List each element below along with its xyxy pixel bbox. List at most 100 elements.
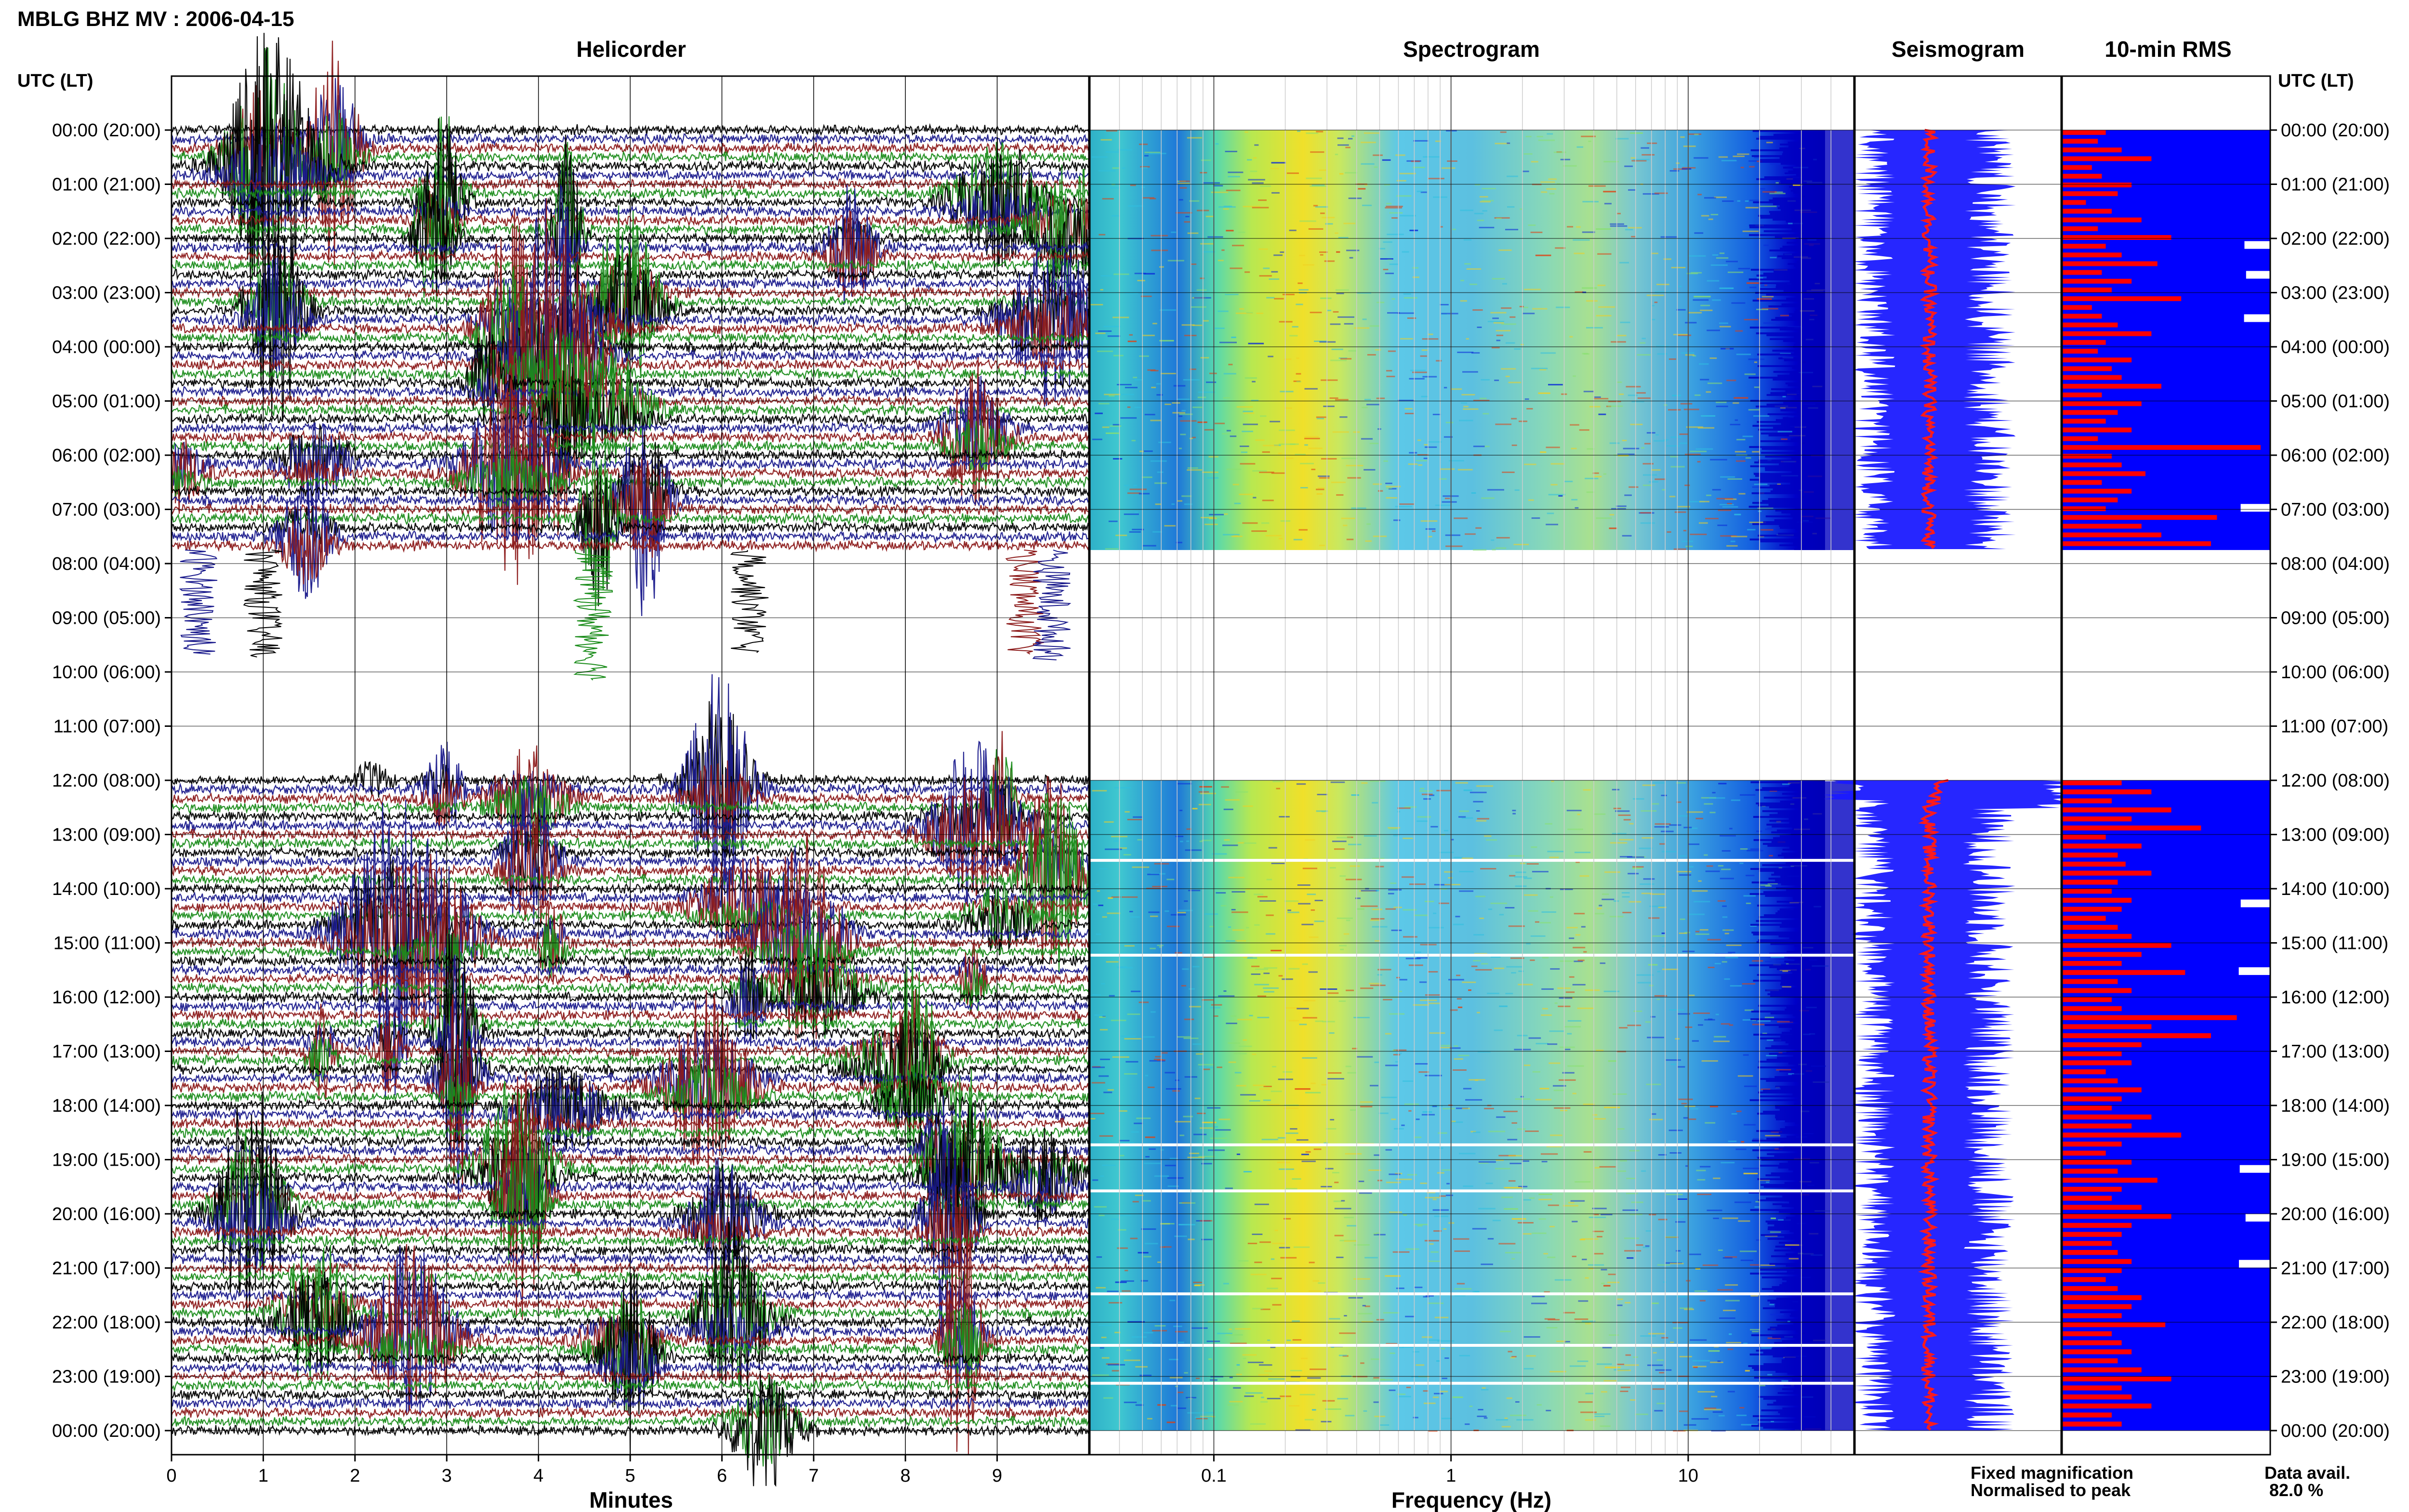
- spectrogram-speck: [1410, 369, 1426, 371]
- spectrogram-edge: [1760, 159, 1854, 161]
- spectrogram-speck: [1140, 295, 1152, 297]
- spectrogram-speck: [1292, 1320, 1300, 1322]
- spectrogram-edge: [1777, 910, 1854, 912]
- spectrogram-speck: [1622, 912, 1632, 913]
- spectrogram-speck: [1147, 369, 1156, 371]
- spectrogram-speck: [1635, 1413, 1648, 1415]
- spectrogram-edge: [1779, 205, 1854, 207]
- spectrogram-speck: [1142, 1200, 1151, 1202]
- spectrogram-edge: [1782, 1388, 1854, 1390]
- spectrogram-speck: [1540, 352, 1556, 354]
- spectrogram-speck: [1145, 1136, 1155, 1138]
- spectrogram-speck: [1196, 1053, 1204, 1055]
- spectrogram-edge: [1768, 498, 1854, 500]
- spectrogram-speck: [1305, 1091, 1321, 1093]
- spectrogram-speck: [1421, 793, 1433, 795]
- spectrogram-speck: [1599, 1166, 1616, 1168]
- spectrogram-speck: [1462, 1107, 1470, 1109]
- spectrogram-edge: [1779, 544, 1854, 546]
- spectrogram-edge: [1802, 259, 1854, 261]
- spectrogram-speck: [1463, 408, 1479, 410]
- spectrogram-speck: [1650, 1016, 1656, 1018]
- spectrogram-speck: [1642, 463, 1654, 465]
- spectrogram-speck: [1513, 544, 1529, 545]
- spectrogram-edge: [1800, 355, 1854, 357]
- spectrogram-speck: [1740, 1260, 1753, 1261]
- spectrogram-speck: [1456, 974, 1461, 976]
- time-label-right: 13:00 (09:00): [2281, 825, 2390, 845]
- rms-bar: [2062, 897, 2132, 903]
- time-label-right: 20:00 (16:00): [2281, 1204, 2390, 1224]
- spectrogram-speck: [1317, 487, 1324, 489]
- spectrogram-speck: [1285, 1188, 1297, 1190]
- spectrogram-speck: [1508, 1351, 1513, 1353]
- spectrogram-speck: [1782, 970, 1788, 972]
- spectrogram-speck: [1179, 180, 1190, 182]
- spectrogram-speck: [1402, 876, 1415, 878]
- rms-bar: [2062, 1150, 2106, 1156]
- spectrogram-speck: [1749, 287, 1757, 289]
- spectrogram-edge: [1760, 1038, 1854, 1039]
- spectrogram-edge: [1763, 1363, 1854, 1365]
- spectrogram-speck: [1296, 381, 1301, 382]
- spectrogram-edge: [1779, 1070, 1854, 1072]
- spectrogram-speck: [1289, 335, 1298, 337]
- spectrogram-speck: [1200, 357, 1209, 359]
- spectrogram-speck: [1301, 1357, 1308, 1359]
- spectrogram-speck: [1736, 460, 1746, 462]
- spectrogram-speck: [1223, 373, 1236, 375]
- spectrogram-speck: [1620, 1160, 1627, 1162]
- spectrogram-speck: [1395, 1061, 1399, 1063]
- spectrogram-speck: [1531, 846, 1537, 848]
- spectrogram-speck: [1097, 890, 1100, 892]
- spectrogram-speck: [1345, 1153, 1362, 1155]
- spectrogram-speck: [1243, 1039, 1247, 1041]
- spectrogram-speck: [1596, 1363, 1612, 1365]
- spectrogram-speck: [1760, 205, 1777, 207]
- spectrogram-speck: [1474, 1291, 1480, 1292]
- spectrogram-speck: [1137, 280, 1145, 281]
- spectrogram-speck: [1469, 1406, 1473, 1407]
- spectrogram-speck: [1124, 1073, 1138, 1075]
- spectrogram-speck: [1129, 911, 1133, 912]
- spectrogram-speck: [1509, 1162, 1522, 1164]
- spectrogram-speck: [1100, 275, 1113, 277]
- spectrogram-speck: [1279, 429, 1295, 431]
- spectrogram-speck: [1343, 525, 1348, 526]
- spectrogram-speck: [1380, 258, 1393, 260]
- spectrogram-edge: [1777, 829, 1854, 831]
- spectrogram-edge: [1759, 1165, 1854, 1167]
- spectrogram-edge: [1781, 1361, 1854, 1363]
- spectrogram-speck: [1775, 182, 1781, 184]
- spectrogram-speck: [1122, 1290, 1131, 1292]
- spectrogram-speck: [1189, 200, 1200, 202]
- spectrogram-speck: [1512, 813, 1516, 815]
- spectrogram-edge: [1766, 1059, 1854, 1061]
- spectrogram-speck: [1746, 902, 1751, 904]
- spectrogram-edge: [1790, 1321, 1854, 1323]
- spectrogram-speck: [1459, 810, 1469, 812]
- spectrogram-speck: [1690, 1108, 1698, 1110]
- spectrogram-edge: [1765, 1174, 1854, 1176]
- spectrogram-speck: [1171, 914, 1186, 916]
- spectrogram-speck: [1201, 1163, 1212, 1165]
- spectrogram-speck: [1449, 460, 1464, 461]
- spectrogram-edge: [1780, 801, 1854, 802]
- spectrogram-edge: [1786, 1217, 1854, 1219]
- spectrogram-speck: [1666, 1059, 1681, 1061]
- spectrogram-speck: [1296, 357, 1299, 359]
- rms-bar: [2062, 1232, 2122, 1237]
- spectrogram-speck: [1724, 1256, 1737, 1258]
- spectrogram-speck: [1704, 803, 1713, 805]
- spectrogram-edge: [1800, 947, 1854, 949]
- spectrogram-speck: [1436, 1360, 1440, 1362]
- spectrogram-speck: [1602, 893, 1609, 895]
- spectrogram-speck: [1217, 1066, 1222, 1068]
- spectrogram-speck: [1545, 823, 1552, 825]
- spectrogram-speck: [1297, 1008, 1309, 1010]
- spectrogram-speck: [1420, 999, 1437, 1001]
- spectrogram-speck: [1385, 1065, 1398, 1066]
- spectrogram-edge: [1767, 1238, 1854, 1240]
- spectrogram-speck: [1679, 433, 1689, 435]
- spectrogram-edge: [1789, 822, 1854, 824]
